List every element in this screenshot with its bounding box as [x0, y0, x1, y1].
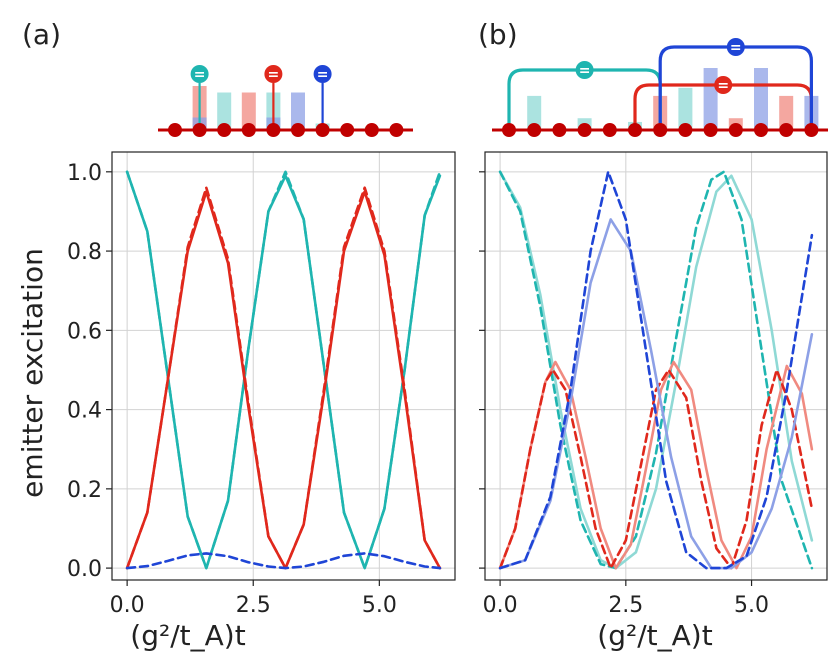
y-tick-label: 1.0 — [67, 161, 102, 186]
emitter-circle — [726, 38, 745, 56]
emitter-circle — [575, 61, 594, 79]
y-tick-label: 0.2 — [67, 478, 102, 503]
y-tick-label: 0.4 — [67, 399, 102, 424]
x-tick-label: 0.0 — [483, 593, 518, 618]
series-line-4 — [498, 218, 814, 570]
x-tick-label: 5.0 — [362, 593, 397, 618]
plot-frame — [111, 151, 456, 581]
lattice-site — [779, 123, 794, 137]
occupation-bar — [754, 68, 768, 130]
x-axis-label-b: (g²/t_A)t — [597, 619, 712, 652]
emitter-circle — [264, 65, 283, 83]
lattice-site — [728, 123, 743, 137]
lattice-site — [703, 123, 718, 137]
lattice-site — [577, 123, 592, 137]
occupation-bar — [291, 92, 305, 130]
series-line-0 — [125, 170, 442, 570]
occupation-bar — [241, 92, 256, 130]
series-line-3 — [498, 368, 814, 570]
lattice-site — [291, 123, 305, 137]
lattice-site — [241, 123, 256, 137]
lattice-site — [552, 123, 567, 137]
occupation-bar — [217, 92, 232, 130]
plot-frame — [484, 151, 828, 581]
emitter-circle — [313, 65, 332, 83]
lattice-site — [502, 123, 516, 137]
series-line-2 — [498, 360, 814, 570]
lattice-site — [315, 123, 330, 137]
plot-panel-a: 0.0 2.5 5.0 0.0 0.2 0.4 0.6 0.8 1.0 — [67, 151, 456, 618]
series-line-3 — [125, 186, 442, 570]
occupation-bar — [527, 95, 542, 130]
x-tick-label: 0.0 — [110, 593, 145, 618]
series-line-5 — [498, 170, 814, 570]
occupation-bar — [703, 68, 718, 130]
panel-label-b: (b) — [478, 18, 518, 51]
emitter-circle — [190, 65, 209, 83]
x-tick-label: 5.0 — [734, 593, 769, 618]
lattice-site — [340, 123, 355, 137]
emitter-label: = — [194, 67, 206, 83]
lattice-site — [527, 123, 542, 137]
series-line-1 — [125, 170, 442, 570]
schematic-b: = = = — [492, 38, 828, 137]
x-axis-label-a: (g²/t_A)t — [130, 619, 245, 652]
series-line-4 — [125, 552, 442, 570]
emitter-label: = — [317, 67, 329, 83]
y-tick-label: 0.8 — [67, 240, 102, 265]
lattice-site — [653, 123, 668, 137]
lattice-site — [804, 123, 819, 137]
series-line-1 — [498, 170, 814, 570]
lattice-site — [192, 123, 207, 137]
emitter-label: = — [717, 78, 729, 94]
occupation-bar — [779, 95, 794, 130]
lattice-site — [389, 123, 404, 137]
lattice-site — [168, 123, 182, 137]
lattice-site — [628, 123, 642, 137]
x-tick-label: 2.5 — [236, 593, 271, 618]
emitter-label: = — [730, 40, 742, 56]
series-line-2 — [125, 190, 442, 570]
y-axis-label: emitter excitation — [16, 248, 49, 498]
lattice-site — [754, 123, 768, 137]
lattice-site — [678, 123, 693, 137]
x-tick-label: 2.5 — [608, 593, 643, 618]
lattice-site — [266, 123, 281, 137]
y-tick-label: 0.6 — [67, 319, 102, 344]
emitter-label: = — [579, 63, 591, 79]
y-tick-label: 0.0 — [67, 557, 102, 582]
emitter-label: = — [268, 67, 280, 83]
plot-panel-b: 0.0 2.5 5.0 — [479, 151, 828, 618]
emitter-circle — [714, 76, 733, 94]
lattice-site — [364, 123, 379, 137]
panel-label-a: (a) — [22, 18, 61, 51]
schematic-a: = = = — [158, 65, 413, 137]
lattice-site — [602, 123, 617, 137]
occupation-bar — [678, 87, 693, 130]
lattice-site — [217, 123, 232, 137]
